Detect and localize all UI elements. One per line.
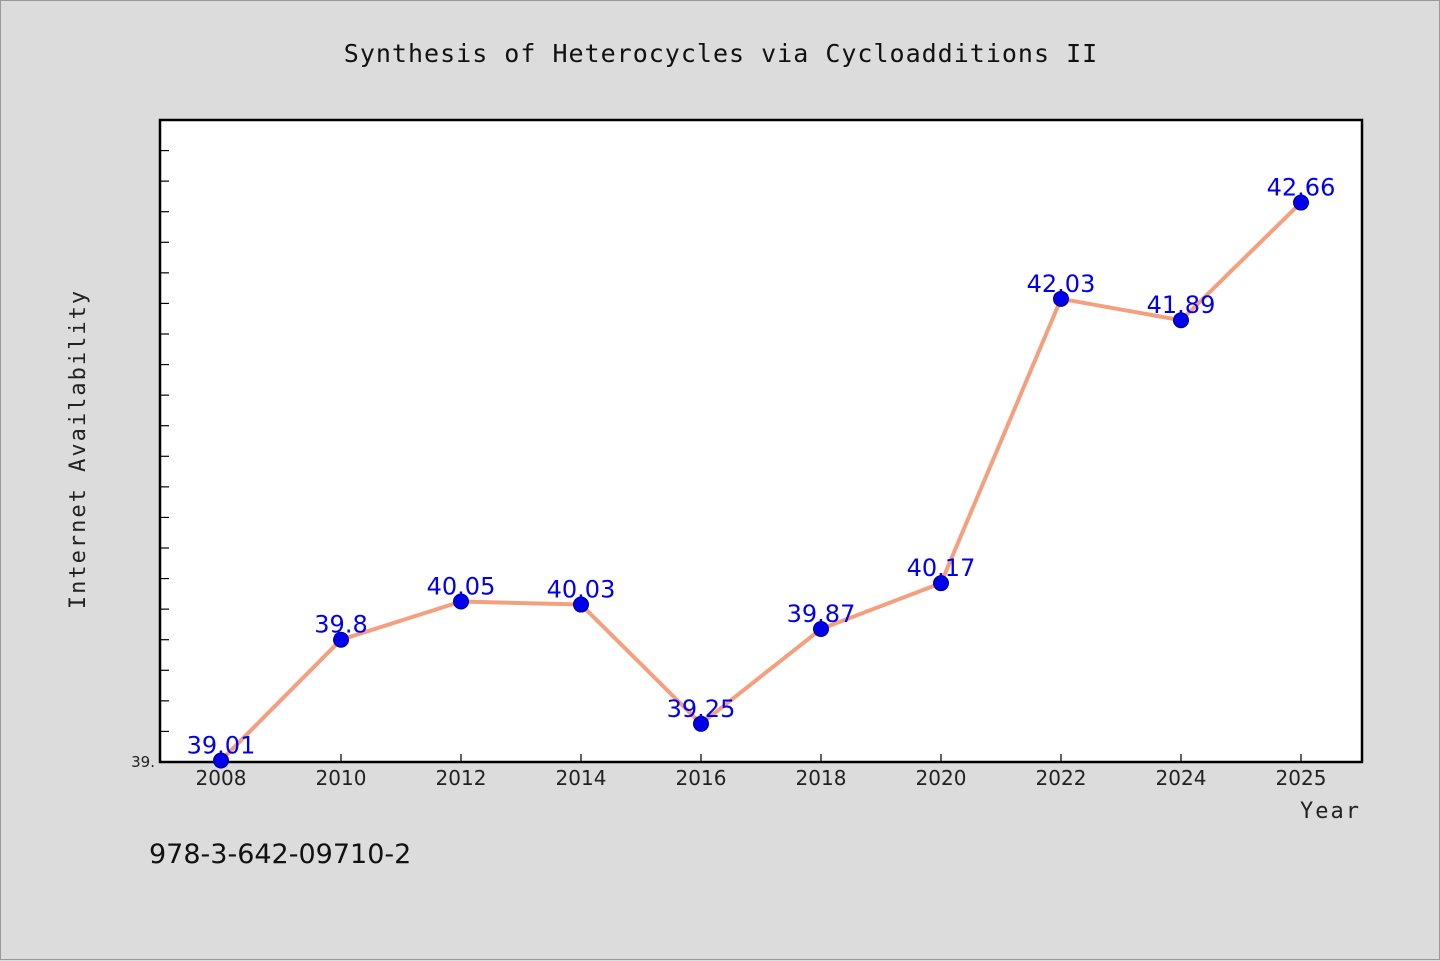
- data-label: 39.25: [667, 695, 736, 723]
- data-point: [573, 596, 589, 613]
- data-label: 40.17: [907, 554, 976, 582]
- data-label: 42.66: [1267, 174, 1336, 202]
- x-tick-label: 2016: [676, 766, 727, 790]
- x-tick-label: 2025: [1276, 766, 1327, 790]
- data-point: [693, 715, 709, 732]
- chart-title: Synthesis of Heterocycles via Cycloaddit…: [344, 39, 1098, 68]
- plot-area: [158, 118, 1364, 764]
- x-tick-label: 2020: [916, 766, 967, 790]
- data-label: 39.8: [314, 611, 367, 639]
- data-point: [813, 621, 829, 638]
- y-axis-ticks: [160, 149, 169, 733]
- series-layer: 39.01 39.8 40.05 40.03 39.25 39.87 40.17 42.03 4…: [187, 174, 1336, 769]
- data-label: 41.89: [1147, 291, 1216, 319]
- y-axis-title: Internet Availability: [66, 289, 91, 609]
- data-point: [1053, 290, 1069, 307]
- data-point: [1293, 194, 1309, 211]
- data-point: [453, 593, 469, 610]
- y-tick-label: 39.: [131, 753, 155, 771]
- data-label: 40.05: [427, 573, 496, 601]
- x-tick-label: 2024: [1156, 766, 1207, 790]
- x-tick-label: 2022: [1036, 766, 1087, 790]
- data-point: [933, 575, 949, 592]
- x-tick-label: 2008: [196, 766, 247, 790]
- x-tick-label: 2014: [556, 766, 607, 790]
- isbn-label: 978-3-642-09710-2: [149, 839, 411, 870]
- x-tick-label: 2018: [796, 766, 847, 790]
- data-point: [1173, 312, 1189, 329]
- data-point: [333, 631, 349, 648]
- data-label: 39.87: [787, 600, 856, 628]
- data-label: 40.03: [547, 576, 616, 604]
- data-point: [213, 752, 229, 769]
- series-line: [219, 200, 1303, 763]
- data-label: 42.03: [1027, 270, 1096, 298]
- x-axis-ticks: 2008 2010 2012 2014 2016 2018 2020 2022 2024 2025: [196, 754, 1327, 790]
- x-tick-label: 2012: [436, 766, 487, 790]
- x-tick-label: 2010: [316, 766, 367, 790]
- data-label: 39.01: [187, 731, 256, 759]
- x-axis-title: Year: [1300, 799, 1361, 824]
